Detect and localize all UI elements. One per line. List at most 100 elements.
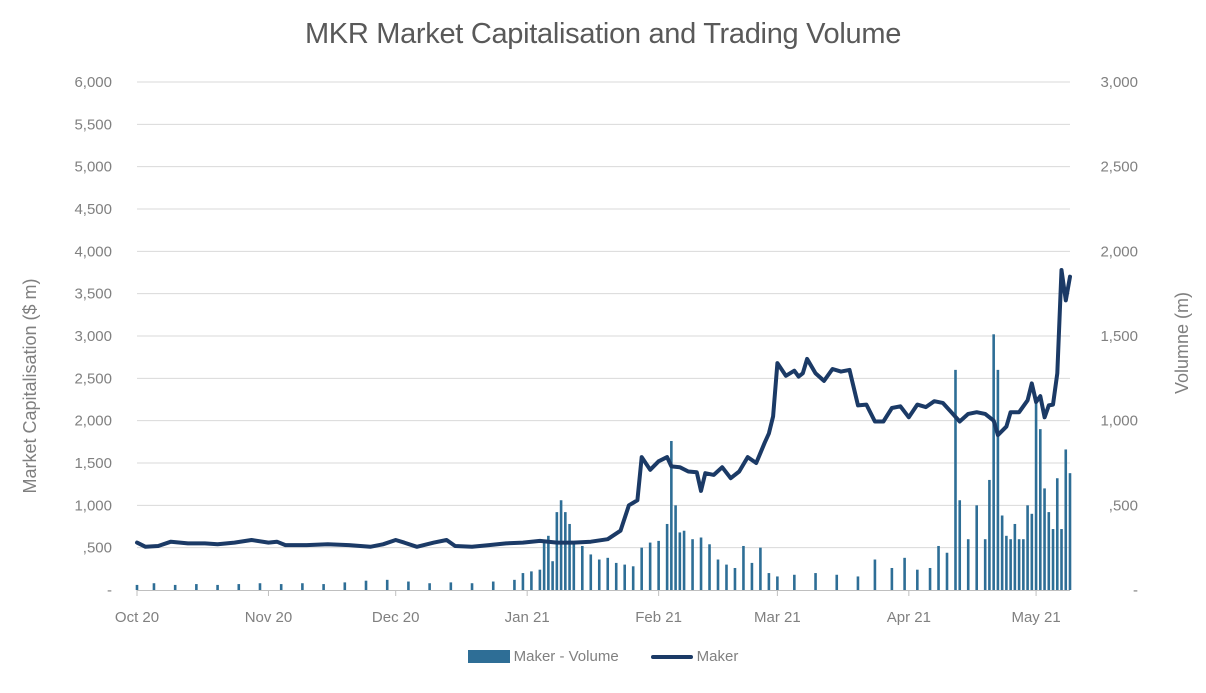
legend: Maker - Volume Maker (0, 648, 1206, 665)
volume-bar (407, 581, 410, 590)
volume-bar (491, 581, 495, 590)
legend-item-maker: Maker (650, 648, 738, 665)
volume-bar (958, 500, 962, 590)
x-tick-label: Jan 21 (505, 609, 550, 626)
volume-bar (983, 539, 987, 590)
y-left-tick-label: 3,500 (74, 286, 112, 303)
volume-bar (343, 582, 347, 590)
volume-bar (665, 523, 669, 590)
volume-bar (716, 559, 720, 590)
volume-bar (640, 547, 643, 590)
volume-bar (873, 559, 877, 590)
y-left-tick-label: 1,500 (74, 455, 112, 472)
volume-bar (559, 500, 563, 590)
y-right-tick-label: 1,000 (1100, 413, 1138, 430)
x-tick-label: Dec 20 (372, 609, 420, 626)
volume-bar (195, 584, 198, 590)
volume-bar (606, 557, 610, 590)
volume-bar (1043, 488, 1046, 590)
mcap-line-layer (135, 268, 1072, 549)
volume-bar (449, 582, 453, 590)
volume-bars (135, 334, 1072, 590)
chart-title: MKR Market Capitalisation and Trading Vo… (304, 18, 902, 50)
y-left-tick-label: 5,500 (74, 116, 112, 133)
x-tick-label: Oct 20 (115, 609, 159, 626)
volume-bar (1039, 429, 1042, 590)
volume-bar (385, 579, 389, 590)
volume-bar (364, 580, 368, 590)
y-right-tick-label: ,500 (1109, 497, 1138, 514)
y-left-tick-label: 4,000 (74, 243, 112, 260)
volume-bar (1060, 529, 1063, 590)
volume-bar (551, 561, 554, 590)
volume-bar (945, 552, 949, 590)
volume-bar (742, 545, 745, 590)
volume-bar (135, 584, 139, 590)
volume-bar (682, 530, 686, 590)
legend-item-volume: Maker - Volume (467, 648, 619, 665)
volume-bar (648, 542, 652, 590)
volume-bar (691, 539, 694, 590)
x-tick-label: Nov 20 (245, 609, 293, 626)
volume-bar (1022, 539, 1025, 590)
axes: - ,500 1,000 1,500 2,000 2,500 3,000 3,500 4,000… (74, 74, 1138, 626)
volume-bar (1005, 535, 1008, 590)
volume-bar (589, 554, 593, 590)
volume-bar (631, 566, 635, 590)
volume-bar (992, 334, 995, 590)
y-left-tick-label: ,500 (83, 540, 112, 557)
volume-bar (750, 562, 754, 590)
volume-bar (1009, 539, 1012, 590)
y-right-tick-label: 1,500 (1100, 328, 1138, 345)
volume-bar (733, 567, 737, 590)
y-right-tick-label: - (1133, 582, 1138, 599)
volume-bar (975, 505, 978, 590)
legend-swatch-maker (650, 654, 693, 659)
volume-bar (597, 559, 601, 590)
volume-bar (928, 567, 932, 590)
x-tick-label: Mar 21 (754, 609, 801, 626)
y-left-tick-label: 6,000 (74, 74, 112, 91)
volume-bar (572, 544, 576, 590)
volume-bar (1030, 513, 1034, 590)
volume-bar (966, 539, 970, 590)
volume-bar (674, 505, 677, 590)
volume-bar (513, 579, 516, 590)
volume-bar (521, 573, 525, 590)
y-axis-right-title: Volumne (m) (1172, 292, 1192, 394)
volume-bar (428, 583, 431, 590)
volume-bar (670, 440, 673, 590)
volume-bar (1051, 529, 1055, 590)
volume-bar (173, 584, 177, 590)
volume-bar (1026, 505, 1029, 590)
volume-bar (767, 573, 771, 590)
volume-bar (835, 574, 839, 590)
volume-bar (279, 584, 283, 590)
volume-bar (530, 571, 533, 590)
y-left-tick-label: 1,000 (74, 497, 112, 514)
volume-bar (470, 583, 474, 590)
volume-bar (301, 583, 304, 590)
volume-bar (1013, 523, 1017, 590)
volume-bar (776, 576, 779, 590)
volume-bar (759, 547, 762, 590)
volume-bar (954, 369, 957, 590)
volume-bar (725, 564, 728, 590)
y-right-tick-label: 2,000 (1100, 243, 1138, 260)
volume-bar (1000, 515, 1004, 590)
y-left-tick-label: 4,500 (74, 201, 112, 218)
y-left-tick-label: 2,500 (74, 370, 112, 387)
y-right-tick-label: 2,500 (1100, 159, 1138, 176)
gridlines (137, 81, 1070, 549)
volume-bar (996, 369, 1000, 590)
legend-swatch-volume (467, 650, 510, 663)
volume-bar (988, 479, 991, 590)
x-tick-label: Apr 21 (887, 609, 931, 626)
y-left-tick-label: 2,000 (74, 413, 112, 430)
volume-bar (614, 562, 618, 590)
volume-bar (793, 574, 796, 590)
volume-bar (903, 557, 906, 590)
volume-bar (937, 545, 940, 590)
volume-bar (216, 584, 219, 590)
